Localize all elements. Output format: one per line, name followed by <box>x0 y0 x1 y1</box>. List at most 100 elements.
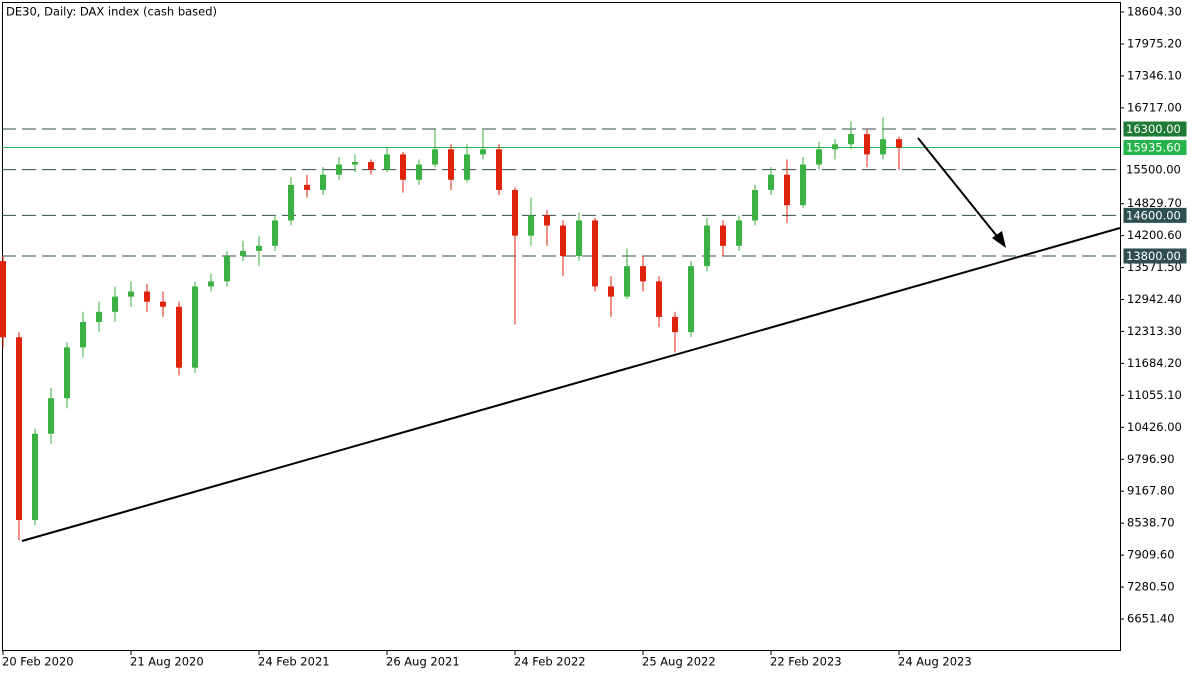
y-tick-label: 8538.70 <box>1127 516 1175 530</box>
arrow-shaft <box>917 137 1001 241</box>
y-tick-label: 12942.40 <box>1127 292 1182 306</box>
candle-body <box>576 220 582 256</box>
candle-body <box>240 250 246 256</box>
chart-title: DE30, Daily: DAX index (cash based) <box>6 5 217 19</box>
candle-body <box>864 134 870 155</box>
y-tick-label: 18604.30 <box>1127 4 1182 18</box>
arrow-head <box>992 231 1006 248</box>
candle-body <box>144 291 150 302</box>
level-label: 16300.00 <box>1126 122 1181 136</box>
x-tick-label: 21 Aug 2020 <box>130 655 204 669</box>
candle-body <box>400 154 406 180</box>
candle-body <box>624 266 630 297</box>
candle-body <box>0 261 6 338</box>
candle-body <box>16 337 22 521</box>
y-tick-label: 7280.50 <box>1127 580 1175 594</box>
candle-body <box>848 134 854 145</box>
candle-body <box>96 311 102 322</box>
candle-body <box>752 189 758 221</box>
y-tick-label: 16717.00 <box>1127 100 1182 114</box>
candle-body <box>608 286 614 297</box>
level-label-box <box>1123 140 1187 156</box>
level-label-box <box>1123 248 1187 264</box>
candle-body <box>128 291 134 297</box>
candle-body <box>512 189 518 236</box>
candle-body <box>160 301 166 307</box>
candle-body <box>80 321 86 348</box>
level-label: 15500.00 <box>1126 163 1181 177</box>
candle-body <box>688 266 694 333</box>
x-tick-label: 20 Feb 2020 <box>2 655 74 669</box>
level-label-box <box>1123 207 1187 223</box>
candle-body <box>112 296 118 312</box>
candle-body <box>32 433 38 521</box>
candle-body <box>704 225 710 267</box>
candle-body <box>224 255 230 282</box>
x-tick-label: 25 Aug 2022 <box>642 655 716 669</box>
trend-line <box>21 227 1121 542</box>
candle-body <box>416 164 422 180</box>
candle-body <box>736 220 742 246</box>
y-tick-label: 6651.40 <box>1127 612 1175 626</box>
level-label-box <box>1123 121 1187 137</box>
level-label: 13800.00 <box>1126 249 1181 263</box>
candle-body <box>352 162 358 165</box>
y-tick-label: 14200.60 <box>1127 228 1182 242</box>
y-tick-label: 12313.30 <box>1127 324 1182 338</box>
candle-body <box>464 154 470 180</box>
candle-body <box>272 220 278 246</box>
candle-body <box>256 245 262 251</box>
level-label: 14600.00 <box>1126 208 1181 222</box>
candle-body <box>480 149 486 155</box>
level-label-box <box>1123 162 1187 178</box>
candle-body <box>800 164 806 206</box>
y-tick-label: 11055.10 <box>1127 388 1182 402</box>
candle-body <box>560 225 566 256</box>
candle-body <box>880 139 886 155</box>
y-tick-label: 11684.20 <box>1127 356 1182 370</box>
candle-body <box>720 225 726 246</box>
x-tick-label: 24 Aug 2023 <box>898 655 972 669</box>
candle-body <box>320 174 326 190</box>
candle-body <box>336 164 342 175</box>
candle-body <box>816 149 822 165</box>
candle-body <box>528 215 534 236</box>
candle-body <box>304 184 310 190</box>
candle-body <box>656 281 662 317</box>
candle-body <box>672 316 678 333</box>
candle-body <box>192 286 198 368</box>
candle-body <box>784 174 790 206</box>
y-tick-label: 9796.90 <box>1127 452 1175 466</box>
level-label: 15935.60 <box>1126 141 1181 155</box>
x-tick-label: 24 Feb 2022 <box>514 655 586 669</box>
x-tick-label: 26 Aug 2021 <box>386 655 460 669</box>
candle-body <box>64 347 70 399</box>
candle-body <box>768 174 774 190</box>
candle-body <box>592 220 598 287</box>
y-tick-label: 7909.60 <box>1127 548 1175 562</box>
candle-body <box>384 154 390 170</box>
y-tick-label: 10426.00 <box>1127 420 1182 434</box>
y-tick-label: 9167.80 <box>1127 484 1175 498</box>
candle-body <box>896 139 902 148</box>
y-tick-label: 17975.20 <box>1127 36 1182 50</box>
y-tick-label: 17346.10 <box>1127 68 1182 82</box>
candle-body <box>288 184 294 221</box>
x-tick-label: 24 Feb 2021 <box>258 655 330 669</box>
candle-body <box>48 398 54 434</box>
candle-body <box>176 306 182 368</box>
candle-body <box>448 149 454 180</box>
y-tick-label: 13571.50 <box>1127 260 1182 274</box>
candle-body <box>832 144 838 150</box>
candle-body <box>640 266 646 282</box>
candle-body <box>544 215 550 226</box>
candle-body <box>208 281 214 287</box>
axis-labels: 18604.30 17975.20 17346.10 16717.00 14829.70… <box>2 4 1187 669</box>
candle-body <box>368 162 374 170</box>
marks <box>0 117 1120 541</box>
candle-body <box>496 149 502 190</box>
y-tick-label: 14829.70 <box>1127 196 1182 210</box>
x-tick-label: 22 Feb 2023 <box>770 655 842 669</box>
